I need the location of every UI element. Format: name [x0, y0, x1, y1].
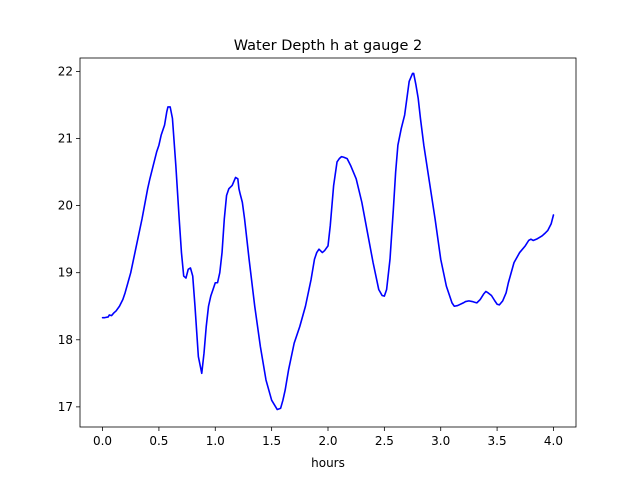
y-axis: 17 18 19 20 21 22: [58, 64, 80, 414]
x-tick-label: 1.0: [206, 434, 225, 448]
x-tick-label: 0.5: [149, 434, 168, 448]
series-line-water-depth: [101, 72, 555, 411]
x-tick-label: 3.5: [488, 434, 507, 448]
x-axis-label: hours: [311, 456, 345, 470]
y-tick-label: 18: [58, 333, 73, 347]
x-axis: 0.0 0.5 1.0 1.5 2.0 2.5 3.0 3.5 4.0: [93, 427, 563, 448]
y-tick-label: 22: [58, 64, 73, 78]
y-tick-label: 17: [58, 400, 73, 414]
y-tick-label: 19: [58, 266, 73, 280]
x-tick-label: 2.0: [318, 434, 337, 448]
y-tick-label: 21: [58, 132, 73, 146]
x-tick-label: 2.5: [375, 434, 394, 448]
y-tick-label: 20: [58, 199, 73, 213]
x-tick-label: 0.0: [93, 434, 112, 448]
x-tick-label: 3.0: [431, 434, 450, 448]
chart-title: Water Depth h at gauge 2: [234, 38, 422, 54]
x-tick-label: 1.5: [262, 434, 281, 448]
x-tick-label: 4.0: [544, 434, 563, 448]
